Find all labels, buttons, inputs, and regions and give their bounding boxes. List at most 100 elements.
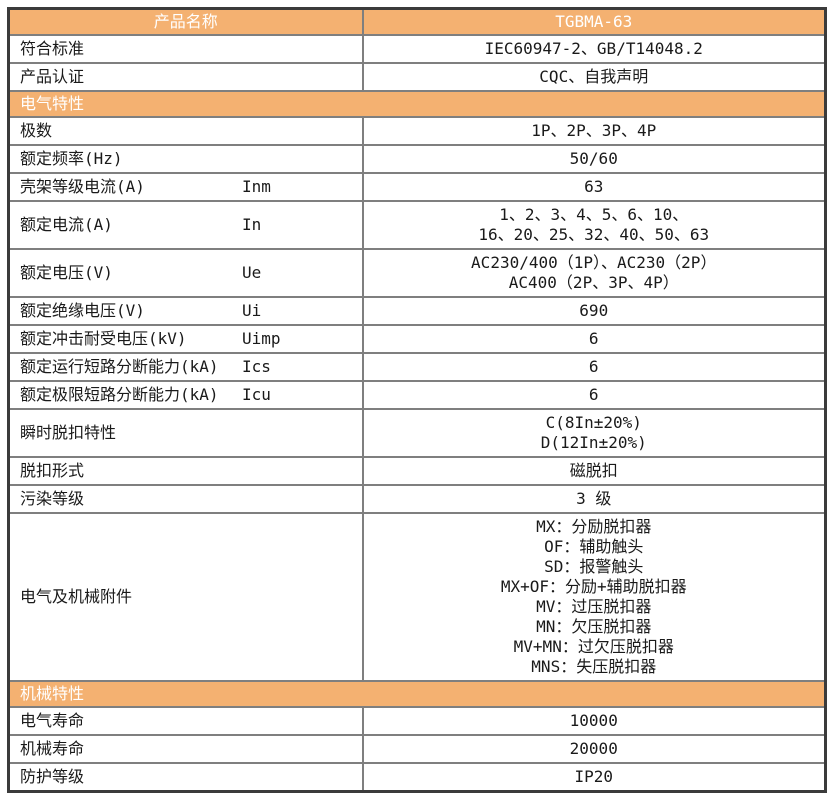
parameter-label: 符合标准: [20, 39, 85, 58]
value-line: OF：辅助触头: [544, 537, 644, 556]
value-line: 3 级: [576, 489, 612, 508]
spec-row: 额定运行短路分断能力(kA) Ics 6: [7, 352, 827, 382]
value-cell: 磁脱扣: [361, 456, 827, 486]
parameter-symbol: In: [242, 215, 262, 234]
value-cell: 690: [361, 296, 827, 326]
value-line: 6: [588, 385, 599, 404]
parameter-cell: 瞬时脱扣特性: [7, 408, 364, 458]
section-header-row: 电气特性: [7, 90, 827, 118]
value-cell: 3 级: [361, 484, 827, 514]
parameter-symbol: Ue: [242, 263, 262, 282]
value-cell: IEC60947-2、GB/T14048.2: [361, 34, 827, 64]
parameter-label: 额定电压(V): [20, 263, 113, 282]
value-cell: 6: [361, 324, 827, 354]
parameter-label: 电气寿命: [20, 711, 85, 730]
parameter-symbol: Uimp: [242, 329, 281, 348]
value-cell: 6: [361, 380, 827, 410]
value-line: MX：分励脱扣器: [536, 517, 652, 536]
parameter-cell: 污染等级: [7, 484, 364, 514]
spec-row: 额定极限短路分断能力(kA) Icu 6: [7, 380, 827, 410]
parameter-label: 额定电流(A): [20, 215, 113, 234]
value-cell: MX：分励脱扣器 OF：辅助触头 SD：报警触头 MX+OF：分励+辅助脱扣器 MV：过…: [361, 512, 827, 682]
value-cell: C(8In±20%) D(12In±20%): [361, 408, 827, 458]
value-cell: CQC、自我声明: [361, 62, 827, 92]
value-cell: AC230/400（1P）、AC230（2P） AC400（2P、3P、4P）: [361, 248, 827, 298]
value-line: 16、20、25、32、40、50、63: [478, 225, 710, 244]
spec-row: 壳架等级电流(A) Inm 63: [7, 172, 827, 202]
value-cell: 10000: [361, 706, 827, 736]
value-line: IEC60947-2、GB/T14048.2: [484, 39, 703, 58]
value-line: 20000: [569, 739, 618, 758]
value-line: 6: [588, 329, 599, 348]
value-cell: 50/60: [361, 144, 827, 174]
parameter-cell: 机械寿命: [7, 734, 364, 764]
product-model-header: TGBMA-63: [361, 7, 827, 36]
parameter-label: 电气及机械附件: [20, 587, 133, 606]
value-line: MV：过压脱扣器: [536, 597, 652, 616]
parameter-label: 额定运行短路分断能力(kA): [20, 357, 219, 376]
parameter-symbol: Ics: [242, 357, 271, 376]
value-line: 690: [579, 301, 609, 320]
value-line: SD：报警触头: [544, 557, 644, 576]
value-line: MV+MN：过欠压脱扣器: [513, 637, 674, 656]
parameter-cell: 符合标准: [7, 34, 364, 64]
parameter-cell: 额定电压(V) Ue: [7, 248, 364, 298]
parameter-cell: 产品认证: [7, 62, 364, 92]
parameter-label: 瞬时脱扣特性: [20, 423, 117, 442]
section-header-row: 机械特性: [7, 680, 827, 708]
value-line: MN：欠压脱扣器: [536, 617, 652, 636]
value-cell: 6: [361, 352, 827, 382]
value-line: MNS：失压脱扣器: [531, 657, 657, 676]
value-line: CQC、自我声明: [539, 67, 649, 86]
spec-row: 电气及机械附件 MX：分励脱扣器 OF：辅助触头 SD：报警触头 MX+OF：分励+辅…: [7, 512, 827, 682]
spec-row: 瞬时脱扣特性 C(8In±20%) D(12In±20%): [7, 408, 827, 458]
table-header-row: 产品名称 TGBMA-63: [7, 7, 827, 36]
value-line: 磁脱扣: [569, 461, 618, 480]
parameter-cell: 脱扣形式: [7, 456, 364, 486]
parameter-label: 额定绝缘电压(V): [20, 301, 145, 320]
section-title: 机械特性: [7, 680, 827, 708]
spec-row: 额定电流(A) In 1、2、3、4、5、6、10、 16、20、25、32、40…: [7, 200, 827, 250]
parameter-cell: 壳架等级电流(A) Inm: [7, 172, 364, 202]
value-cell: 63: [361, 172, 827, 202]
parameter-cell: 电气寿命: [7, 706, 364, 736]
value-cell: 1P、2P、3P、4P: [361, 116, 827, 146]
parameter-label: 产品认证: [20, 67, 85, 86]
parameter-cell: 防护等级: [7, 762, 364, 793]
parameter-label: 额定频率(Hz): [20, 149, 123, 168]
parameter-label: 壳架等级电流(A): [20, 177, 145, 196]
spec-row: 额定绝缘电压(V) Ui 690: [7, 296, 827, 326]
parameter-cell: 额定频率(Hz): [7, 144, 364, 174]
parameter-symbol: Icu: [242, 385, 271, 404]
spec-row: 额定电压(V) Ue AC230/400（1P）、AC230（2P） AC400（…: [7, 248, 827, 298]
value-line: MX+OF：分励+辅助脱扣器: [500, 577, 687, 596]
parameter-label: 防护等级: [20, 767, 85, 786]
value-line: 63: [584, 177, 604, 196]
parameter-label: 脱扣形式: [20, 461, 85, 480]
value-cell: 1、2、3、4、5、6、10、 16、20、25、32、40、50、63: [361, 200, 827, 250]
spec-row: 脱扣形式 磁脱扣: [7, 456, 827, 486]
parameter-cell: 电气及机械附件: [7, 512, 364, 682]
product-spec-page: 产品名称 TGBMA-63 符合标准 IEC60947-2、GB/T14048.…: [7, 7, 827, 793]
spec-row: 产品认证 CQC、自我声明: [7, 62, 827, 92]
parameter-cell: 额定绝缘电压(V) Ui: [7, 296, 364, 326]
spec-row: 额定频率(Hz) 50/60: [7, 144, 827, 174]
parameter-label: 污染等级: [20, 489, 85, 508]
parameter-symbol: Inm: [242, 177, 271, 196]
value-line: AC400（2P、3P、4P）: [508, 273, 679, 292]
parameter-cell: 额定运行短路分断能力(kA) Ics: [7, 352, 364, 382]
spec-row: 防护等级 IP20: [7, 762, 827, 793]
parameter-cell: 额定电流(A) In: [7, 200, 364, 250]
spec-row: 污染等级 3 级: [7, 484, 827, 514]
product-name-header: 产品名称: [7, 7, 364, 36]
section-title: 电气特性: [7, 90, 827, 118]
spec-row: 机械寿命 20000: [7, 734, 827, 764]
spec-row: 符合标准 IEC60947-2、GB/T14048.2: [7, 34, 827, 64]
product-spec-table: 产品名称 TGBMA-63 符合标准 IEC60947-2、GB/T14048.…: [7, 7, 827, 793]
parameter-symbol: Ui: [242, 301, 262, 320]
parameter-cell: 额定极限短路分断能力(kA) Icu: [7, 380, 364, 410]
value-line: 1、2、3、4、5、6、10、: [499, 205, 689, 224]
parameter-label: 额定极限短路分断能力(kA): [20, 385, 219, 404]
parameter-cell: 额定冲击耐受电压(kV) Uimp: [7, 324, 364, 354]
spec-table-body: 符合标准 IEC60947-2、GB/T14048.2 产品认证 CQC、自我声…: [7, 34, 827, 793]
